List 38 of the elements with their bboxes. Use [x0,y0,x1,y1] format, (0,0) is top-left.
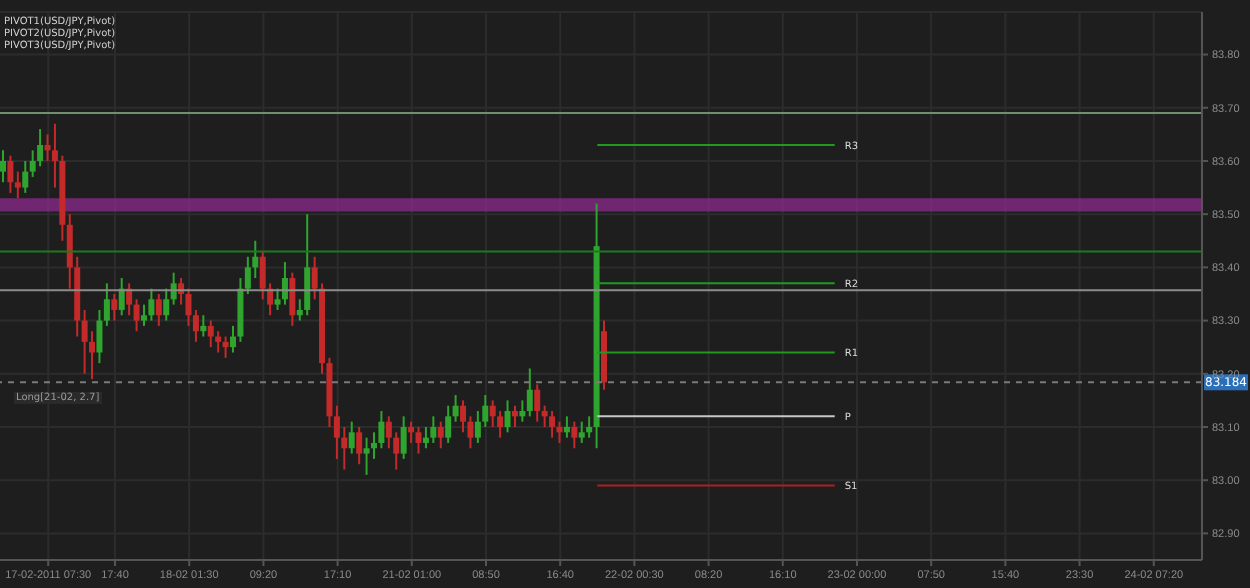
candlestick [348,420,355,455]
candlestick [192,308,199,343]
candlestick [519,399,526,423]
candlestick [356,425,363,466]
candlestick [437,420,444,450]
candlestick [408,420,415,444]
candlestick [289,271,296,327]
candlestick [571,420,578,450]
candlestick [452,394,459,423]
candlestick [549,410,556,439]
candlestick [304,213,311,317]
candlestick [148,287,155,322]
candlestick [0,149,6,184]
candlestick [363,436,370,476]
candlestick [534,383,541,423]
candlestick [578,420,585,444]
candlestick [504,399,511,434]
candlestick [14,170,21,200]
candlestick [511,404,518,428]
candlestick [222,335,229,359]
candlestick [155,292,162,327]
candlestick [563,415,570,439]
candlestick [103,282,110,327]
candlestick [163,287,170,322]
candlestick [96,308,103,365]
candlestick [586,415,593,439]
candlestick [81,308,88,375]
candlestick [526,367,533,418]
candlestick [415,425,422,455]
candlestick [430,415,437,444]
candlestick [111,292,118,322]
candlestick [200,314,207,338]
candlestick [207,319,214,349]
candlestick [445,404,452,444]
candlestick [7,154,14,194]
candlestick [133,298,140,333]
candlestick [22,159,29,194]
candlestick [400,415,407,460]
